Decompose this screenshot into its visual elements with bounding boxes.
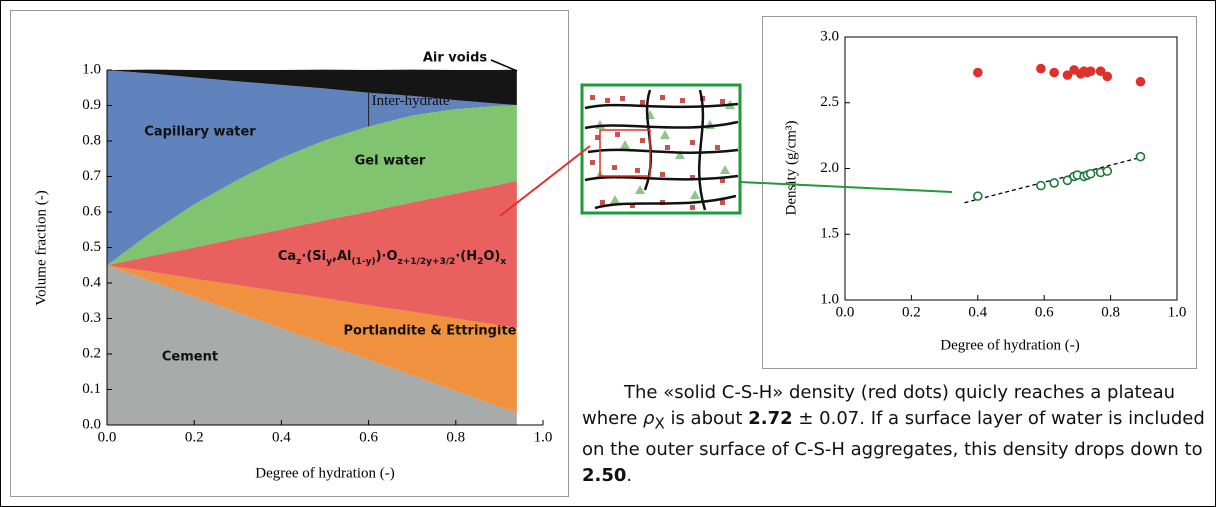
area-band (107, 105, 517, 266)
area-band (107, 70, 517, 266)
label-subscript: 2 (477, 257, 483, 267)
point (1102, 71, 1113, 82)
point (972, 67, 983, 78)
label-subscript: y (326, 257, 332, 267)
area-label: Air voids (423, 51, 488, 66)
x-tick-label: 0.0 (98, 429, 117, 445)
caption-text: . (626, 464, 633, 486)
x-tick-label: 0.2 (185, 429, 204, 445)
area-label: Caz·(Siy,Al(1-y))·Oz+1/2y+3/2·(H2O)x (278, 249, 507, 267)
y-tick-label: 0.2 (82, 345, 101, 361)
y-tick-label: 0.1 (82, 381, 101, 397)
caption-symbol: ρ (643, 408, 655, 429)
caption-value: 2.50 (582, 464, 627, 486)
label-leader (490, 59, 518, 72)
point (1095, 66, 1106, 76)
label-part: Ca (278, 249, 296, 264)
label-part: ·(Si (301, 249, 326, 264)
area-label: Portlandite & Ettringite (344, 324, 517, 339)
x-tick-label: 0.2 (902, 304, 921, 320)
area-band (107, 265, 517, 413)
y-tick-label: 0.0 (82, 416, 101, 432)
caption-text: is about (664, 408, 749, 429)
label-part: ·(H (455, 249, 477, 264)
point (972, 191, 983, 201)
y-tick-label: 0.7 (82, 168, 101, 184)
annotation-text: Inter-hydrate (372, 93, 450, 109)
label-part: ,Al (332, 249, 351, 264)
x-tick-label: 0.8 (446, 429, 465, 445)
y-axis-title: Volume fraction (-) (33, 190, 49, 306)
caption-text: ± 0.07. If a surface layer of water is i… (582, 408, 1205, 460)
label-part: )·O (376, 249, 398, 264)
y-tick-label: 0.9 (82, 97, 101, 113)
right-panel-frame (762, 16, 1197, 369)
caption-value: 2.72 (748, 408, 793, 429)
area-label: Cement (162, 350, 218, 365)
x-tick-label: 1.0 (534, 429, 553, 445)
area-band (107, 180, 517, 328)
area-label: Capillary water (144, 125, 256, 140)
caption-subscript: X (654, 414, 665, 433)
y-axis-title: Density (g/cm³) (783, 121, 799, 216)
point (1085, 66, 1096, 76)
point (1135, 151, 1146, 162)
x-axis-title: Degree of hydration (-) (940, 337, 1080, 353)
x-tick-label: 0.4 (968, 304, 987, 320)
zoom-box (599, 129, 651, 177)
point (1135, 76, 1146, 87)
area-band (107, 265, 517, 425)
point (1049, 178, 1059, 188)
connector-green (739, 181, 953, 193)
point (1102, 166, 1113, 176)
x-tick-label: 0.0 (836, 304, 855, 320)
y-tick-label: 1.0 (82, 61, 101, 77)
x-tick-label: 0.6 (359, 429, 378, 445)
x-axis-title: Degree of hydration (-) (255, 465, 395, 481)
x-tick-label: 0.8 (1101, 304, 1120, 320)
y-tick-label: 1.5 (820, 226, 839, 242)
point (1062, 70, 1073, 80)
y-tick-label: 0.6 (82, 203, 101, 219)
x-tick-label: 0.6 (1035, 304, 1054, 320)
left-panel-frame (10, 10, 569, 497)
y-tick-label: 0.4 (82, 274, 101, 290)
point (1085, 168, 1096, 179)
label-subscript: z (296, 257, 301, 267)
y-tick-label: 2.5 (820, 94, 839, 110)
microstructure-schematic (580, 83, 742, 215)
y-tick-label: 0.5 (82, 239, 101, 255)
y-tick-label: 0.3 (82, 310, 101, 326)
x-tick-label: 0.4 (272, 429, 291, 445)
area-label: Gel water (355, 154, 426, 169)
y-tick-label: 1.0 (820, 291, 839, 307)
label-subscript: z+1/2y+3/2 (398, 257, 456, 267)
label-subscript: (1-y) (351, 257, 375, 267)
point (1036, 63, 1046, 74)
label-part: O) (483, 249, 500, 264)
caption-text: The «solid C-S-H» density (red dots) qui… (582, 382, 1176, 429)
point (1049, 67, 1059, 78)
y-tick-label: 2.0 (820, 160, 839, 176)
connector-red (499, 145, 591, 217)
plot-frame (844, 36, 1178, 301)
label-subscript: x (500, 257, 506, 267)
area-band (107, 69, 517, 106)
y-tick-label: 0.8 (82, 132, 101, 148)
caption: The «solid C-S-H» density (red dots) qui… (582, 380, 1212, 489)
x-tick-label: 1.0 (1168, 304, 1187, 320)
point (1036, 180, 1046, 191)
y-tick-label: 3.0 (820, 28, 839, 44)
